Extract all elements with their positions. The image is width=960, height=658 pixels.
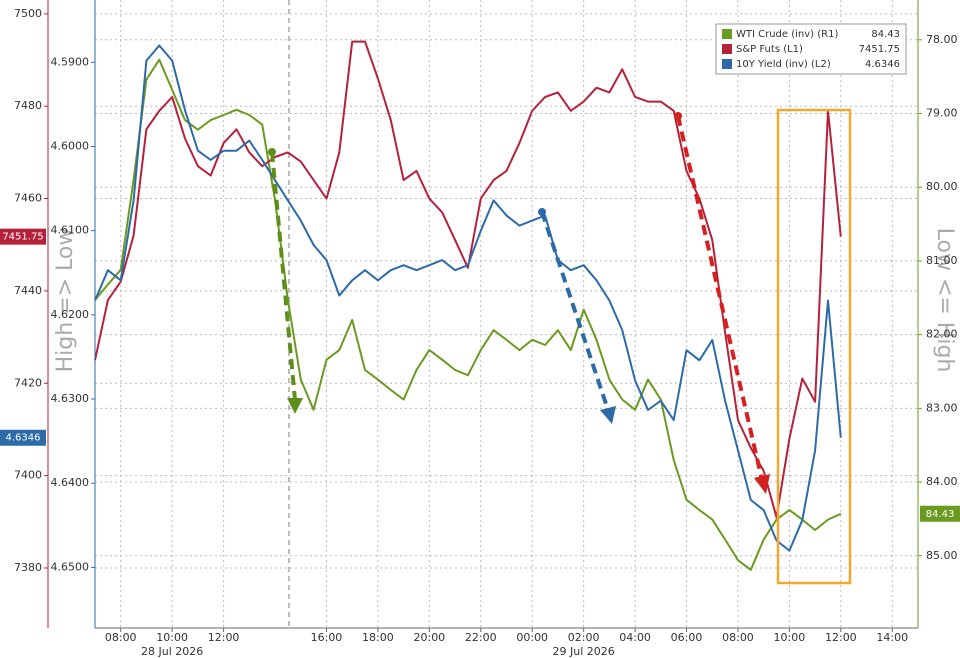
y3-tick-label: 78.00 [926, 33, 958, 46]
series [94, 40, 842, 571]
legend-label: S&P Futs (L1) [736, 44, 803, 55]
y-tick-label: 7420 [14, 376, 42, 389]
y-tick-label: 7400 [14, 469, 42, 482]
x-tick-label: 12:00 [825, 631, 857, 644]
last-value-tag [0, 429, 46, 446]
x-tick-label: 10:00 [156, 631, 188, 644]
legend-value: 7451.75 [859, 44, 900, 55]
y3-tick-label: 79.00 [926, 107, 958, 120]
y-tick-label: 7480 [14, 99, 42, 112]
legend-box [715, 23, 907, 75]
arrow-head [287, 398, 303, 414]
x-tick-label: 08:00 [722, 631, 754, 644]
arrow [540, 211, 610, 411]
x-tick-label: 22:00 [465, 631, 497, 644]
y2-tick-label: 4.6000 [51, 139, 90, 152]
x-tick-label: 06:00 [671, 631, 703, 644]
y2-tick-label: 4.6400 [51, 476, 90, 489]
x-tick-label: 02:00 [568, 631, 600, 644]
y-tick-label: 7460 [14, 192, 42, 205]
y-tick-label: 7380 [14, 561, 42, 574]
y2-tick-label: 4.6500 [51, 560, 90, 573]
left-axis-label: High => Low [53, 228, 78, 373]
highlight-box [776, 108, 852, 585]
legend-swatch [722, 59, 732, 69]
series-line [94, 58, 842, 571]
y-tick-label: 7500 [14, 7, 42, 20]
arrow-start [268, 148, 276, 156]
legend-label: 10Y Yield (inv) (L2) [736, 59, 831, 70]
y3-tick-label: 81.00 [926, 254, 958, 267]
last-value-label: 84.43 [926, 509, 955, 520]
y3-tick-label: 80.00 [926, 180, 958, 193]
legend-swatch [722, 29, 732, 39]
x-tick-label: 00:00 [516, 631, 548, 644]
annotations [268, 108, 852, 585]
y2-tick-label: 4.6100 [51, 224, 90, 237]
date-label: 29 Jul 2026 [553, 645, 615, 658]
x-tick-label: 18:00 [362, 631, 394, 644]
series-line [94, 44, 842, 552]
x-tick-label: 08:00 [105, 631, 137, 644]
last-value-tag [920, 505, 960, 522]
y3-tick-label: 82.00 [926, 328, 958, 341]
y3-tick-label: 84.00 [926, 475, 958, 488]
y2-tick-label: 4.5900 [51, 55, 90, 68]
arrow-start [674, 112, 682, 120]
arrow-head [600, 406, 616, 424]
legend-swatch [722, 44, 732, 54]
y3-tick-label: 83.00 [926, 401, 958, 414]
x-tick-label: 14:00 [876, 631, 908, 644]
x-tick-label: 10:00 [774, 631, 806, 644]
y2-tick-label: 4.6200 [51, 308, 90, 321]
x-tick-label: 12:00 [208, 631, 240, 644]
arrow-head [754, 474, 770, 494]
last-value-label: 4.6346 [6, 433, 41, 444]
right-axis-label: Low <= High [932, 228, 957, 373]
y2-tick-label: 4.6300 [51, 392, 90, 405]
arrow [270, 151, 297, 401]
x-tick-label: 04:00 [619, 631, 651, 644]
x-tick-label: 16:00 [311, 631, 343, 644]
date-label: 28 Jul 2026 [141, 645, 203, 658]
grid [95, 0, 918, 628]
legend-value: 4.6346 [865, 59, 900, 70]
legend-label: WTI Crude (inv) (R1) [736, 29, 838, 40]
legend: WTI Crude (inv) (R1) 84.43 S&P Futs (L1) 74… [715, 23, 907, 75]
last-value-tag [0, 228, 46, 245]
arrow-start [538, 208, 546, 216]
y-tick-label: 7440 [14, 284, 42, 297]
x-tick-label: 20:00 [413, 631, 445, 644]
y3-tick-label: 85.00 [926, 549, 958, 562]
arrow [676, 115, 764, 481]
legend-value: 84.43 [871, 29, 900, 40]
last-value-label: 7451.75 [2, 232, 43, 243]
